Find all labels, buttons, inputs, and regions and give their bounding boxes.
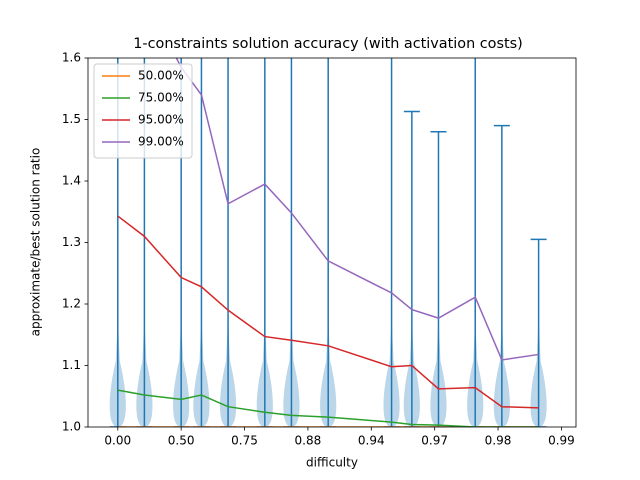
x-tick-label: 0.50 (168, 434, 195, 448)
series-line (117, 215, 539, 409)
y-tick-label: 1.0 (62, 420, 81, 434)
x-tick-label: 0.75 (231, 434, 258, 448)
legend-label: 95.00% (138, 113, 184, 127)
x-tick-label: 0.94 (358, 434, 385, 448)
x-tick-label: 0.98 (485, 434, 512, 448)
y-tick-label: 1.6 (62, 51, 81, 65)
legend-label: 99.00% (138, 135, 184, 149)
x-tick-label: 0.97 (421, 434, 448, 448)
legend-label: 50.00% (138, 69, 184, 83)
y-tick-label: 1.2 (62, 297, 81, 311)
x-axis-label: difficulty (306, 456, 358, 470)
x-tick-label: 0.00 (104, 434, 131, 448)
chart-title: 1-constraints solution accuracy (with ac… (133, 36, 523, 52)
legend-label: 75.00% (138, 91, 184, 105)
y-tick-label: 1.1 (62, 358, 81, 372)
legend-box (93, 63, 193, 159)
y-tick-label: 1.5 (62, 112, 81, 126)
plot-area (109, 58, 547, 427)
x-tick-label: 0.88 (295, 434, 322, 448)
x-tick-label: 0.99 (548, 434, 575, 448)
y-axis-label: approximate/best solution ratio (29, 148, 43, 337)
y-tick-label: 1.3 (62, 235, 81, 249)
y-tick-label: 1.4 (62, 174, 81, 188)
